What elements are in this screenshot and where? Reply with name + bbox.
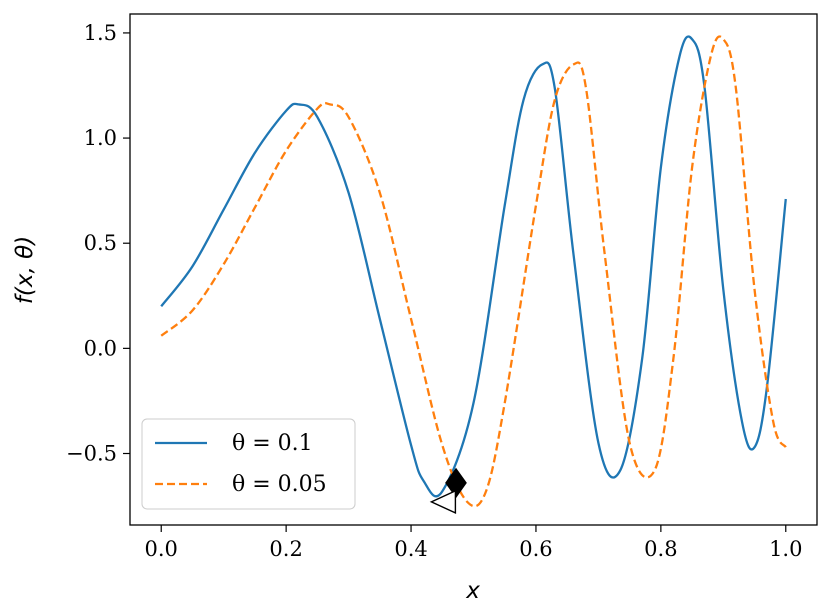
x-tick-label: 0.0 (145, 537, 178, 561)
legend: θ = 0.1 θ = 0.05 (141, 418, 356, 510)
open-triangle-marker (429, 489, 457, 514)
x-tick-label: 0.4 (394, 537, 427, 561)
legend-box (141, 418, 356, 510)
x-tick-label: 0.8 (644, 537, 677, 561)
legend-label-theta-0.1: θ = 0.1 (232, 431, 313, 456)
y-tick-label: 1.0 (84, 126, 117, 150)
x-axis-label: x (465, 578, 480, 604)
plot-frame (129, 13, 818, 526)
legend-label-theta-0.05: θ = 0.05 (232, 472, 327, 497)
series-line-theta-0.1 (160, 35, 787, 498)
y-axis-label: f(x, θ) (12, 236, 38, 304)
y-tick-label: 0.0 (84, 336, 117, 360)
series-layer (160, 35, 787, 508)
y-tick-label: −0.5 (66, 442, 117, 466)
marker-layer (429, 467, 467, 514)
y-tick-label: 0.5 (84, 231, 117, 255)
tick-layer: 0.0 0.2 0.4 0.6 0.8 1.0 −0.5 0.0 0.5 1.0 1.5 (66, 21, 802, 561)
x-tick-label: 0.6 (519, 537, 552, 561)
x-tick-label: 1.0 (769, 537, 802, 561)
series-line-theta-0.05 (160, 35, 787, 508)
x-tick-label: 0.2 (269, 537, 302, 561)
y-tick-label: 1.5 (84, 21, 117, 45)
